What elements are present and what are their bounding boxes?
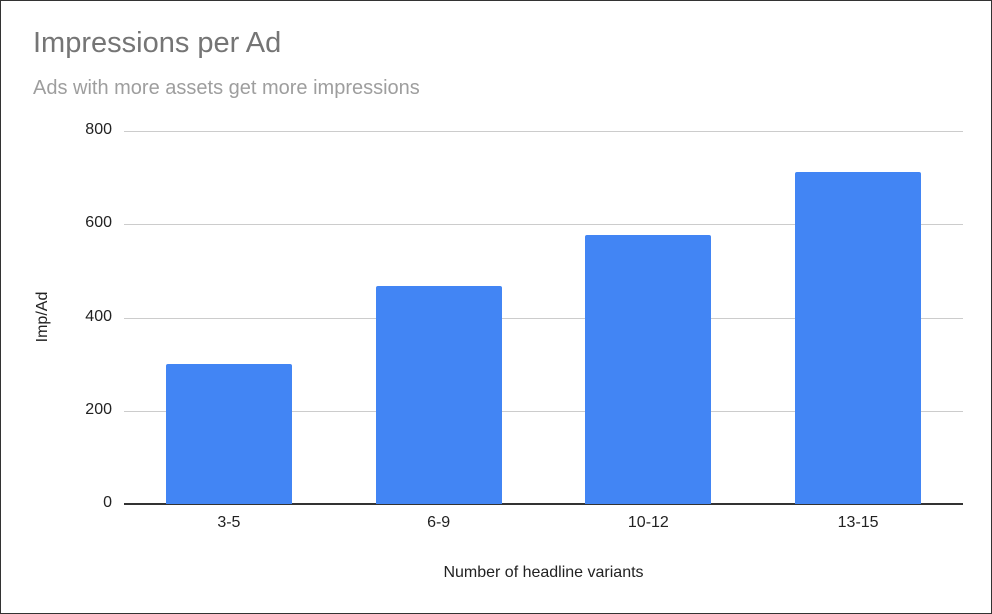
gridline bbox=[124, 410, 963, 412]
x-tick-label: 3-5 bbox=[217, 514, 241, 531]
x-tick-label: 6-9 bbox=[427, 514, 451, 531]
x-tick-label: 13-15 bbox=[837, 514, 879, 531]
bar-10-12[interactable] bbox=[585, 234, 712, 504]
x-axis-label: Number of headline variants bbox=[443, 564, 644, 581]
gridline bbox=[124, 131, 963, 132]
plot-area bbox=[124, 131, 963, 505]
y-tick-label: 200 bbox=[85, 400, 112, 418]
chart-subtitle: Ads with more assets get more impression… bbox=[33, 77, 420, 99]
x-axis-baseline bbox=[124, 503, 963, 505]
gridline bbox=[124, 317, 963, 319]
y-tick-label: 800 bbox=[85, 121, 112, 138]
x-tick-label: 10-12 bbox=[627, 514, 669, 531]
bar-13-15[interactable] bbox=[795, 172, 922, 504]
bar-6-9[interactable] bbox=[375, 285, 502, 504]
gridline bbox=[124, 224, 963, 226]
chart-title: Impressions per Ad bbox=[33, 27, 282, 59]
bar-3-5[interactable] bbox=[165, 364, 292, 504]
y-tick-label: 400 bbox=[85, 307, 112, 325]
y-tick-label: 0 bbox=[103, 494, 112, 511]
y-tick-label: 600 bbox=[85, 214, 112, 232]
y-axis-label: Imp/Ad bbox=[34, 291, 51, 343]
